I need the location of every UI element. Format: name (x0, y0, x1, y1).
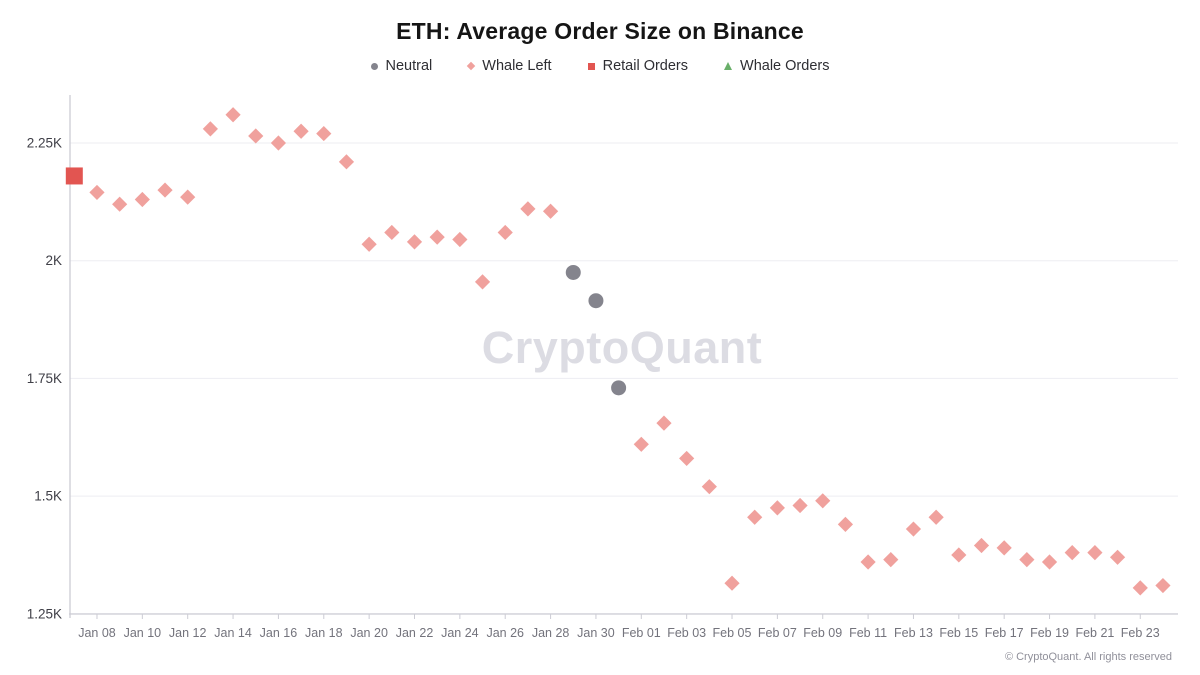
legend-label: Retail Orders (602, 58, 689, 74)
y-axis-tick-label: 1.75K (27, 371, 62, 386)
data-point-whale-left[interactable] (1041, 554, 1058, 570)
data-point-whale-left[interactable] (747, 509, 763, 525)
x-axis-tick-label: Feb 01 (622, 626, 661, 640)
data-point-whale-left[interactable] (1064, 544, 1080, 561)
x-axis-tick-label: Feb 11 (849, 626, 887, 640)
x-axis-tick-label: Feb 05 (713, 626, 752, 640)
data-point-neutral[interactable] (588, 293, 604, 309)
data-point-retail-orders[interactable] (65, 167, 83, 185)
cryptoquant-watermark: CryptoQuant (481, 322, 763, 373)
x-axis-tick-label: Feb 19 (1030, 626, 1069, 640)
x-axis-tick-label: Jan 10 (124, 626, 162, 640)
data-point-whale-left[interactable] (474, 274, 491, 290)
x-axis-tick-label: Feb 03 (667, 626, 706, 640)
x-axis-tick-label: Feb 07 (758, 626, 797, 640)
data-point-whale-left[interactable] (1019, 552, 1035, 568)
neutral-circle-icon (370, 62, 378, 70)
data-point-whale-left[interactable] (89, 184, 105, 201)
data-point-whale-left[interactable] (769, 500, 785, 516)
x-axis-tick-label: Jan 14 (214, 626, 252, 640)
data-point-whale-left[interactable] (837, 516, 854, 532)
x-axis-tick-label: Jan 24 (441, 626, 479, 640)
data-point-neutral[interactable] (611, 380, 627, 396)
data-point-neutral[interactable] (565, 264, 581, 280)
legend-label: Whale Left (482, 58, 552, 74)
x-axis-tick-label: Jan 22 (396, 626, 434, 640)
x-axis-tick-label: Feb 17 (985, 626, 1024, 640)
x-axis-tick-label: Jan 16 (260, 626, 298, 640)
data-point-whale-left[interactable] (248, 128, 264, 144)
x-axis-tick-label: Jan 26 (486, 626, 524, 640)
x-axis-tick-label: Feb 21 (1075, 626, 1114, 640)
data-point-whale-left[interactable] (1132, 580, 1148, 596)
legend-label: Neutral (385, 58, 433, 74)
data-point-whale-left[interactable] (293, 123, 309, 139)
data-point-whale-left[interactable] (883, 552, 899, 568)
whale-orders-triangle-icon (724, 62, 733, 70)
data-point-whale-left[interactable] (679, 450, 695, 467)
x-axis-tick-label: Jan 28 (532, 626, 570, 640)
data-point-whale-left[interactable] (338, 154, 355, 170)
data-point-whale-left[interactable] (384, 224, 400, 241)
x-axis-tick-label: Feb 23 (1121, 626, 1160, 640)
data-point-whale-left[interactable] (225, 107, 241, 123)
data-point-whale-left[interactable] (928, 509, 944, 525)
copyright-footer: © CryptoQuant. All rights reserved (1004, 651, 1172, 663)
x-axis-tick-label: Jan 08 (78, 626, 116, 640)
data-point-whale-left[interactable] (973, 537, 990, 554)
data-point-whale-left[interactable] (202, 121, 218, 137)
data-point-whale-left[interactable] (860, 554, 876, 570)
y-axis-tick-label: 1.25K (27, 606, 62, 621)
y-axis-tick-label: 2K (45, 253, 62, 268)
data-point-whale-left[interactable] (724, 575, 740, 591)
legend-item-whale-orders[interactable]: Whale Orders (724, 58, 829, 74)
x-axis-tick-label: Jan 12 (169, 626, 207, 640)
x-axis-tick-label: Feb 13 (894, 626, 933, 640)
legend-label: Whale Orders (740, 58, 830, 74)
data-point-whale-left[interactable] (996, 540, 1012, 556)
data-point-whale-left[interactable] (951, 547, 967, 563)
y-axis-tick-label: 2.25K (27, 136, 62, 151)
legend-item-whale-left[interactable]: Whale Left (467, 58, 552, 74)
legend: Neutral Whale Left Retail Orders Whale O… (0, 58, 1200, 74)
data-point-whale-left[interactable] (180, 189, 196, 205)
data-point-whale-left[interactable] (815, 493, 831, 509)
data-point-whale-left[interactable] (112, 196, 128, 212)
data-point-whale-left[interactable] (1087, 544, 1103, 561)
x-axis-tick-label: Feb 09 (803, 626, 842, 640)
data-point-whale-left[interactable] (1109, 549, 1126, 565)
y-axis-tick-label: 1.5K (34, 489, 62, 504)
data-point-whale-left[interactable] (316, 125, 332, 142)
data-point-whale-left[interactable] (542, 203, 559, 219)
x-axis-tick-label: Jan 20 (350, 626, 388, 640)
legend-item-neutral[interactable]: Neutral (370, 58, 433, 74)
data-point-whale-left[interactable] (633, 436, 649, 452)
data-point-whale-left[interactable] (134, 191, 150, 208)
data-point-whale-left[interactable] (792, 497, 808, 514)
data-point-whale-left[interactable] (429, 229, 445, 245)
data-point-whale-left[interactable] (1155, 577, 1171, 594)
data-point-whale-left[interactable] (361, 236, 377, 252)
x-axis-tick-label: Jan 18 (305, 626, 343, 640)
x-axis-tick-label: Feb 15 (939, 626, 978, 640)
chart-title: ETH: Average Order Size on Binance (396, 18, 804, 44)
x-axis-tick-label: Jan 30 (577, 626, 615, 640)
data-point-whale-left[interactable] (905, 521, 922, 537)
data-point-whale-left[interactable] (157, 182, 173, 198)
retail-orders-square-icon (587, 62, 595, 70)
data-point-whale-left[interactable] (701, 479, 717, 495)
data-point-whale-left[interactable] (270, 135, 287, 151)
legend-item-retail-orders[interactable]: Retail Orders (587, 58, 689, 74)
data-point-whale-left[interactable] (497, 224, 513, 241)
data-point-whale-left[interactable] (520, 201, 536, 217)
data-point-whale-left[interactable] (656, 415, 672, 431)
data-point-whale-left[interactable] (452, 231, 468, 248)
data-point-whale-left[interactable] (406, 234, 423, 250)
